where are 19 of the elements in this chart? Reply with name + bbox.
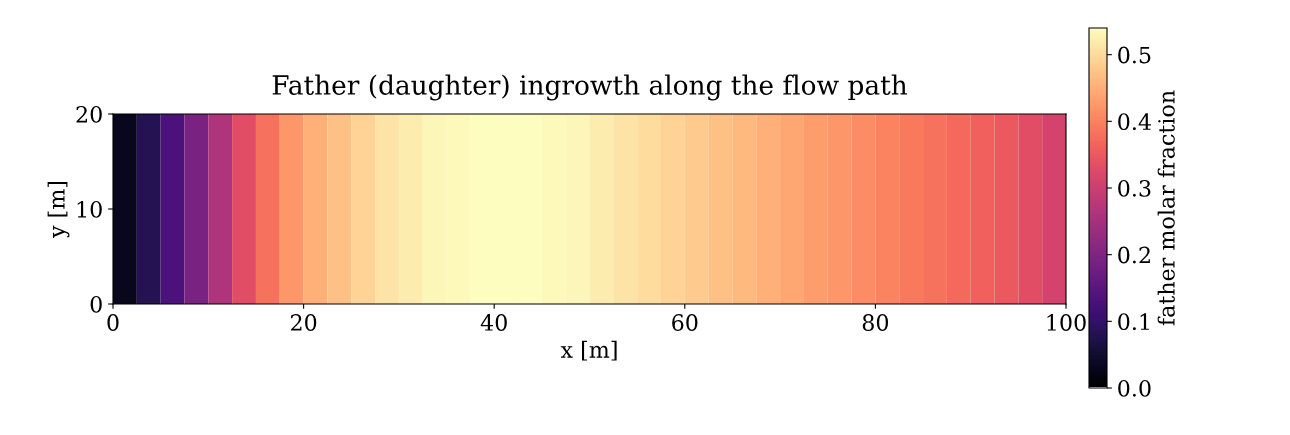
y-tick-label: 10 bbox=[77, 200, 102, 218]
x-tick-label: 60 bbox=[672, 314, 698, 331]
color-bar-label: 0.0 bbox=[1118, 379, 1151, 397]
color-bar-label: 0.1 bbox=[1118, 313, 1149, 331]
color-bar-label: 0.5 bbox=[1118, 46, 1151, 64]
color-bar-label: 0.3 bbox=[1118, 179, 1151, 197]
color-bar-label: 0.4 bbox=[1118, 113, 1151, 131]
x-axis-title: x [m] bbox=[560, 340, 617, 361]
x-tick-label: 0 bbox=[107, 314, 119, 331]
x-tick-label: 20 bbox=[290, 314, 317, 331]
color-bar-title: father molar fraction bbox=[1157, 90, 1175, 326]
chart-title: Father (daughter) ingrowth along the flow path bbox=[272, 74, 907, 101]
x-tick-label: 80 bbox=[862, 314, 889, 331]
x-tick-label: 100 bbox=[1047, 314, 1086, 331]
color-bar-label: 0.2 bbox=[1118, 246, 1150, 264]
x-tick-label: 40 bbox=[480, 314, 507, 331]
y-axis-title: y [m] bbox=[47, 181, 70, 239]
y-tick-label: 0 bbox=[90, 295, 102, 313]
y-tick-label: 20 bbox=[76, 105, 102, 123]
